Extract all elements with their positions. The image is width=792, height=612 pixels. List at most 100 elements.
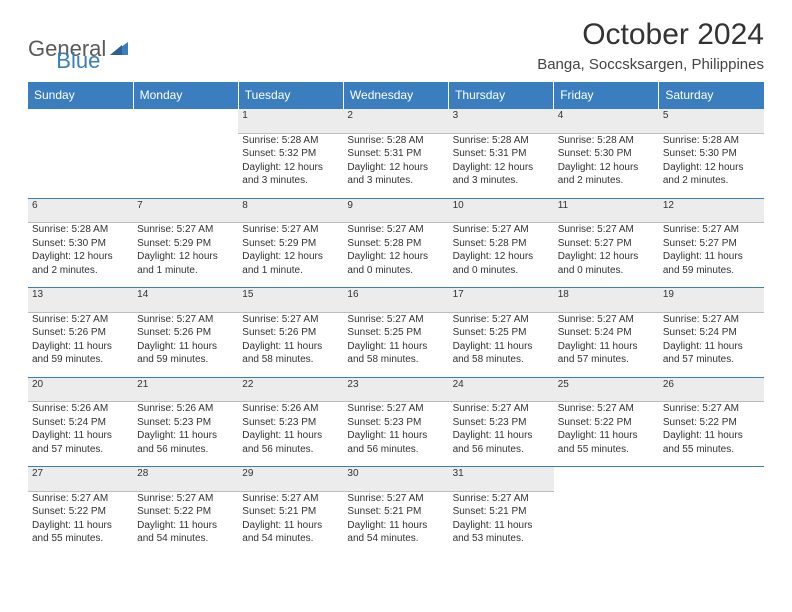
day-content-cell: Sunrise: 5:27 AMSunset: 5:27 PMDaylight:… xyxy=(659,223,764,288)
day-content-cell xyxy=(28,133,133,198)
day-text: Daylight: 11 hours and 54 minutes. xyxy=(347,519,444,546)
day-number-cell: 31 xyxy=(449,467,554,492)
sunset-text: Sunset: 5:24 PM xyxy=(558,326,655,340)
sunrise-text: Sunrise: 5:26 AM xyxy=(137,402,234,416)
sunset-text: Sunset: 5:23 PM xyxy=(242,416,339,430)
sunrise-text: Sunrise: 5:27 AM xyxy=(558,223,655,237)
day-content-cell: Sunrise: 5:28 AMSunset: 5:32 PMDaylight:… xyxy=(238,133,343,198)
day-content-row: Sunrise: 5:27 AM Sunset: 5:26 PM Daylight:… xyxy=(28,312,764,377)
sunset-text: Sunset: 5:27 PM xyxy=(558,237,655,251)
sunset-text: Sunset: 5:32 PM xyxy=(242,147,339,161)
day-number-row: 6789101112 xyxy=(28,198,764,223)
day-content-cell: Sunrise: 5:27 AMSunset: 5:21 PMDaylight:… xyxy=(449,491,554,556)
day-content-cell: Sunrise: 5:28 AMSunset: 5:30 PMDaylight:… xyxy=(659,133,764,198)
logo-text-blue: Blue xyxy=(56,48,100,74)
day-number-cell: 27 xyxy=(28,467,133,492)
day-number-cell: 11 xyxy=(554,198,659,223)
day-content-cell: Sunrise: 5:27 AMSunset: 5:26 PMDaylight:… xyxy=(28,312,133,377)
day-content-cell: Sunrise: 5:27 AMSunset: 5:26 PMDaylight:… xyxy=(133,312,238,377)
header: General Blue October 2024 Banga, Soccsks… xyxy=(28,18,764,74)
day-content-row: Sunrise: 5:28 AMSunset: 5:32 PMDaylight:… xyxy=(28,133,764,198)
day-content-cell xyxy=(659,491,764,556)
day-number-cell: 26 xyxy=(659,377,764,402)
day-number-row: 2728293031 xyxy=(28,467,764,492)
day-content-cell: Sunrise: 5:27 AMSunset: 5:22 PMDaylight:… xyxy=(133,491,238,556)
day-text: Daylight: 11 hours and 55 minutes. xyxy=(32,519,129,546)
sunrise-text: Sunrise: 5:27 AM xyxy=(453,313,550,327)
day-content-cell: Sunrise: 5:27 AMSunset: 5:22 PMDaylight:… xyxy=(28,491,133,556)
day-number-cell: 25 xyxy=(554,377,659,402)
day-content-cell: Sunrise: 5:27 AMSunset: 5:22 PMDaylight:… xyxy=(554,402,659,467)
sunrise-text: Sunrise: 5:27 AM xyxy=(558,402,655,416)
day-content-cell: Sunrise: 5:27 AMSunset: 5:21 PMDaylight:… xyxy=(343,491,448,556)
day-text: Daylight: 12 hours and 3 minutes. xyxy=(453,161,550,188)
sunrise-text: Sunrise: 5:27 AM xyxy=(453,402,550,416)
day-text: Daylight: 11 hours and 58 minutes. xyxy=(347,340,444,367)
weekday-header: Wednesday xyxy=(343,82,448,109)
sunrise-text: Sunrise: 5:27 AM xyxy=(242,313,339,327)
day-content-cell: Sunrise: 5:27 AMSunset: 5:25 PMDaylight:… xyxy=(449,312,554,377)
day-text: Daylight: 11 hours and 55 minutes. xyxy=(663,429,760,456)
day-content-cell: Sunrise: 5:28 AMSunset: 5:30 PMDaylight:… xyxy=(28,223,133,288)
day-content-cell: Sunrise: 5:26 AMSunset: 5:23 PMDaylight:… xyxy=(133,402,238,467)
day-content-row: Sunrise: 5:28 AMSunset: 5:30 PMDaylight:… xyxy=(28,223,764,288)
page-subtitle: Banga, Soccsksargen, Philippines xyxy=(537,56,764,73)
sunset-text: Sunset: 5:23 PM xyxy=(347,416,444,430)
day-content-cell: Sunrise: 5:27 AMSunset: 5:22 PMDaylight:… xyxy=(659,402,764,467)
day-number-cell: 30 xyxy=(343,467,448,492)
day-number-cell: 5 xyxy=(659,109,764,134)
title-block: October 2024 Banga, Soccsksargen, Philip… xyxy=(537,18,764,73)
day-content-cell: Sunrise: 5:28 AMSunset: 5:31 PMDaylight:… xyxy=(343,133,448,198)
sunset-text: Sunset: 5:21 PM xyxy=(453,505,550,519)
sunset-text: Sunset: 5:29 PM xyxy=(242,237,339,251)
day-number-cell: 6 xyxy=(28,198,133,223)
day-text: Daylight: 12 hours and 3 minutes. xyxy=(242,161,339,188)
day-content-cell xyxy=(133,133,238,198)
sunset-text: Sunset: 5:23 PM xyxy=(137,416,234,430)
sunset-text: Sunset: 5:24 PM xyxy=(32,416,129,430)
sunrise-text: Sunrise: 5:27 AM xyxy=(242,223,339,237)
day-text: Daylight: 12 hours and 2 minutes. xyxy=(32,250,129,277)
sunset-text: Sunset: 5:31 PM xyxy=(347,147,444,161)
sunset-text: Sunset: 5:28 PM xyxy=(347,237,444,251)
day-content-cell xyxy=(554,491,659,556)
day-number-row: 12345 xyxy=(28,109,764,134)
sunset-text: Sunset: 5:30 PM xyxy=(558,147,655,161)
sunset-text: Sunset: 5:26 PM xyxy=(137,326,234,340)
day-number-cell xyxy=(659,467,764,492)
day-content-row: Sunrise: 5:27 AMSunset: 5:22 PMDaylight:… xyxy=(28,491,764,556)
day-text: Daylight: 12 hours and 1 minute. xyxy=(137,250,234,277)
sunrise-text: Sunrise: 5:27 AM xyxy=(453,223,550,237)
sunset-text: Sunset: 5:25 PM xyxy=(453,326,550,340)
calendar-table: Sunday Monday Tuesday Wednesday Thursday… xyxy=(28,82,764,556)
day-content-cell: Sunrise: 5:27 AMSunset: 5:28 PMDaylight:… xyxy=(449,223,554,288)
day-number-cell: 8 xyxy=(238,198,343,223)
day-number-cell: 16 xyxy=(343,288,448,313)
weekday-header: Saturday xyxy=(659,82,764,109)
day-text: Daylight: 12 hours and 3 minutes. xyxy=(347,161,444,188)
weekday-header: Sunday xyxy=(28,82,133,109)
day-content-row: Sunrise: 5:26 AM Sunset: 5:24 PM Daylight:… xyxy=(28,402,764,467)
sunset-text: Sunset: 5:25 PM xyxy=(347,326,444,340)
sunset-text: Sunset: 5:23 PM xyxy=(453,416,550,430)
day-text: Daylight: 12 hours and 1 minute. xyxy=(242,250,339,277)
day-text: Daylight: 11 hours and 56 minutes. xyxy=(453,429,550,456)
sunrise-text: Sunrise: 5:28 AM xyxy=(347,134,444,148)
day-text: Daylight: 11 hours and 56 minutes. xyxy=(137,429,234,456)
sunset-text: Sunset: 5:22 PM xyxy=(558,416,655,430)
sunrise-text: Sunrise: 5:28 AM xyxy=(663,134,760,148)
sunrise-text: Sunrise: 5:27 AM xyxy=(242,492,339,506)
day-number-cell: 28 xyxy=(133,467,238,492)
sunrise-text: Sunrise: 5:27 AM xyxy=(32,492,129,506)
day-number-cell: 19 xyxy=(659,288,764,313)
day-content-cell: Sunrise: 5:27 AMSunset: 5:21 PMDaylight:… xyxy=(238,491,343,556)
sunset-text: Sunset: 5:22 PM xyxy=(32,505,129,519)
sunrise-text: Sunrise: 5:27 AM xyxy=(663,313,760,327)
day-content-cell: Sunrise: 5:28 AMSunset: 5:31 PMDaylight:… xyxy=(449,133,554,198)
day-number-cell: 22 xyxy=(238,377,343,402)
day-content-cell: Sunrise: 5:27 AMSunset: 5:25 PMDaylight:… xyxy=(343,312,448,377)
day-text: Daylight: 11 hours and 58 minutes. xyxy=(453,340,550,367)
day-content-cell: Sunrise: 5:27 AMSunset: 5:24 PMDaylight:… xyxy=(554,312,659,377)
sunrise-text: Sunrise: 5:27 AM xyxy=(347,313,444,327)
day-content-cell: Sunrise: 5:27 AMSunset: 5:24 PMDaylight:… xyxy=(659,312,764,377)
